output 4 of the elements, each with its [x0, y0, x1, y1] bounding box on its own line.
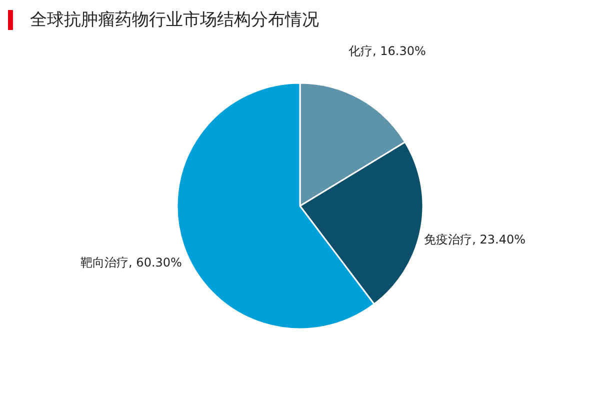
- chart-title: 全球抗肿瘤药物行业市场结构分布情况: [29, 9, 319, 32]
- slice-label: 免疫治疗, 23.40%: [424, 232, 526, 246]
- slice-label: 化疗, 16.30%: [348, 44, 426, 58]
- slice-label: 靶向治疗, 60.30%: [80, 256, 182, 270]
